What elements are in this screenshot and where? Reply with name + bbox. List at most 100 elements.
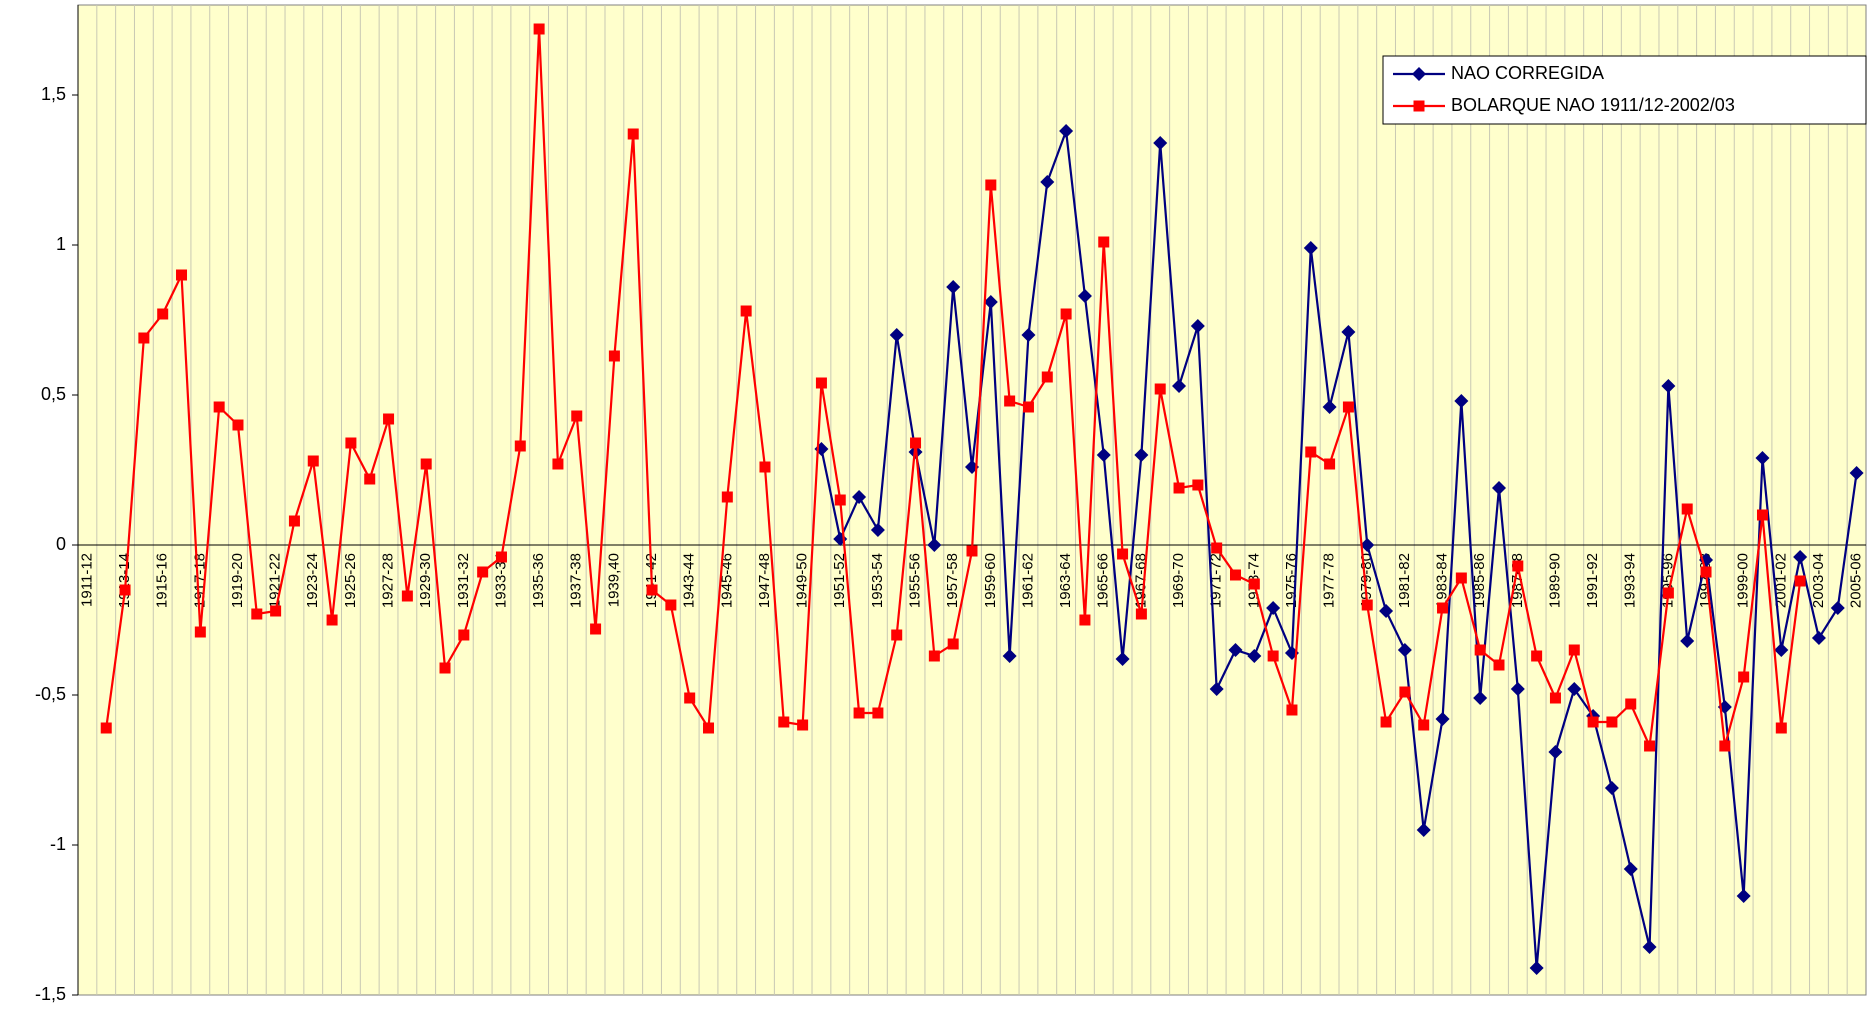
data-point [232,419,244,431]
data-point [1474,644,1486,656]
data-point [1153,136,1168,150]
data-point [927,538,942,552]
data-point [1361,599,1373,611]
data-point [1567,682,1582,696]
y-tick-label: 0,5 [41,384,66,404]
data-point [1397,643,1412,657]
x-tick-label: 1985-86 [1471,553,1488,608]
data-point [1512,560,1524,572]
data-point [458,629,470,641]
x-tick-label: 1969-70 [1170,553,1187,608]
data-point [1040,175,1055,189]
x-tick-label: 1943-44 [681,553,698,608]
data-point [1267,650,1279,662]
data-point [1399,686,1411,698]
data-point [307,455,319,467]
data-point [1849,466,1864,480]
data-point [1455,572,1467,584]
data-point [1041,371,1053,383]
data-point [1324,458,1336,470]
data-point [740,305,752,317]
data-point [1587,716,1599,728]
data-point [1341,325,1356,339]
x-tick-label: 1923-24 [304,553,321,608]
data-point [985,179,997,191]
data-point [1303,241,1318,255]
x-tick-label: 1937-38 [568,553,585,608]
data-point [1454,394,1469,408]
data-point [1022,401,1034,413]
data-point [1021,328,1036,342]
y-tick-label: -0,5 [35,684,66,704]
y-tick-label: 0 [56,534,66,554]
data-point [1229,569,1241,581]
data-point [270,605,282,617]
data-point [778,716,790,728]
data-point [571,410,583,422]
x-tick-label: 1965-66 [1095,553,1112,608]
data-point [1209,682,1224,696]
data-point [1493,659,1505,671]
data-point [1531,650,1543,662]
data-point [1623,862,1638,876]
data-point [1662,587,1674,599]
data-point [1774,643,1789,657]
data-point [1380,716,1392,728]
x-tick-label: 1947-48 [756,553,773,608]
data-point [815,377,827,389]
data-point [1736,889,1751,903]
data-point [533,23,545,35]
data-point [1379,604,1394,618]
data-point [1190,319,1205,333]
y-tick-label: 1 [56,234,66,254]
data-point [590,623,602,635]
y-tick-label: -1 [50,834,66,854]
x-tick-label: 1911-12 [78,553,95,607]
data-point [176,269,188,281]
data-point [834,494,846,506]
x-tick-label: 1993-94 [1622,553,1639,608]
x-tick-label: 1977-78 [1321,553,1338,608]
data-point [345,437,357,449]
data-point [439,662,451,674]
legend-box [1382,55,1867,125]
y-tick-label: -1,5 [35,984,66,1004]
data-point [721,491,733,503]
data-point [889,328,904,342]
data-point [1322,400,1337,414]
data-point [1719,740,1731,752]
data-point [194,626,206,638]
data-point [1473,691,1488,705]
data-point [383,413,395,425]
x-tick-label: 1939,40 [605,553,622,607]
data-point [1549,692,1561,704]
data-point [1548,745,1563,759]
data-point [684,692,696,704]
data-point [1059,124,1074,138]
x-tick-label: 1961-62 [1019,553,1036,608]
series-line [820,130,1858,969]
data-point [608,350,620,362]
data-point [1510,682,1525,696]
data-point [1642,940,1657,954]
x-tick-label: 1953-54 [869,553,886,608]
data-point [251,608,263,620]
data-point [1775,722,1787,734]
y-tick-label: 1,5 [41,84,66,104]
data-point [1115,652,1130,666]
data-point [1004,395,1016,407]
data-point [1342,401,1354,413]
data-point [138,332,150,344]
data-point [1173,482,1185,494]
x-tick-label: 1963-64 [1057,553,1074,608]
data-point [1491,481,1506,495]
data-point [797,719,809,731]
data-point [1098,236,1110,248]
data-point [966,545,978,557]
data-point [1604,781,1619,795]
data-point [1437,602,1449,614]
x-tick-label: 1927-28 [380,553,397,608]
data-point [1680,634,1695,648]
data-point [1794,575,1806,587]
